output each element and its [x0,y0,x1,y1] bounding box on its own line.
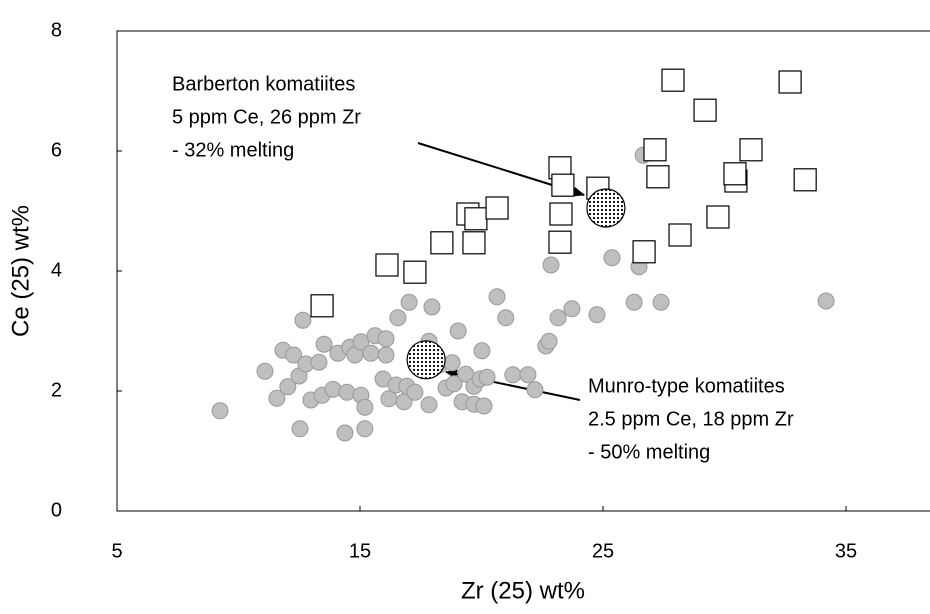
data-point [338,383,356,401]
data-point [375,253,399,277]
data-point [336,424,354,442]
y-tick-label: 0 [51,499,62,521]
data-point [551,173,575,197]
data-point [462,231,486,255]
data-point [723,162,747,186]
data-point [693,98,717,122]
data-point [504,366,522,384]
data-point [377,346,395,364]
data-point [356,420,374,438]
data-point [652,293,670,311]
data-point [668,223,692,247]
x-tick-label: 35 [835,540,857,562]
data-point [475,397,493,415]
data-point [420,396,438,414]
data-point [526,381,544,399]
data-point [563,300,581,318]
data-point [519,366,537,384]
data-point [488,288,506,306]
data-point [285,346,303,364]
y-tick-label: 2 [51,379,62,401]
data-point [473,342,491,360]
annotation-text: - 50% melting [588,441,710,463]
data-point [324,380,342,398]
data-point [443,354,461,372]
data-point [356,398,374,416]
y-tick-label: 8 [51,19,62,41]
data-point [548,230,572,254]
data-point [793,168,817,192]
data-point [291,420,309,438]
data-point [817,292,835,310]
data-point [256,362,274,380]
annotation-text: Barberton komatiites [172,73,355,95]
data-point [497,309,515,327]
highlight-point [586,188,626,228]
data-point [310,353,328,371]
data-point [449,322,467,340]
data-point [279,378,297,396]
data-point [377,330,395,348]
y-tick-label: 6 [51,139,62,161]
data-point [739,138,763,162]
data-point [445,375,463,393]
data-point [478,368,496,386]
data-point [423,298,441,316]
data-point [294,311,312,329]
data-point [540,332,558,350]
data-point [549,202,573,226]
y-axis-label: Ce (25) wt% [7,205,34,337]
data-point [643,138,667,162]
annotation-text: - 32% melting [172,139,294,161]
data-point [310,294,334,318]
data-point [588,306,606,324]
data-point [315,335,333,353]
data-point [406,383,424,401]
data-point [603,249,621,267]
x-tick-label: 25 [592,540,614,562]
data-point [625,293,643,311]
data-point [268,389,286,407]
data-point [389,309,407,327]
data-point [778,70,802,94]
data-point [211,402,229,420]
data-point [706,205,730,229]
data-point [464,207,488,231]
data-point [400,293,418,311]
data-point [542,256,560,274]
x-tick-label: 15 [349,540,371,562]
highlight-point [406,340,446,380]
y-tick-label: 4 [51,259,62,281]
annotation-text: 2.5 ppm Ce, 18 ppm Zr [588,408,794,430]
data-point [549,309,567,327]
data-point [352,333,370,351]
data-point [646,165,670,189]
annotation-text: Munro-type komatiites [588,375,785,397]
annotation-text: 5 ppm Ce, 26 ppm Zr [172,106,361,128]
x-tick-label: 5 [111,540,122,562]
data-point [485,196,509,220]
data-point [430,231,454,255]
data-point [362,344,380,362]
data-point [403,260,427,284]
plot-frame [116,30,930,512]
data-point [632,240,656,264]
x-axis-label: Zr (25) wt% [461,577,585,604]
data-point [661,68,685,92]
